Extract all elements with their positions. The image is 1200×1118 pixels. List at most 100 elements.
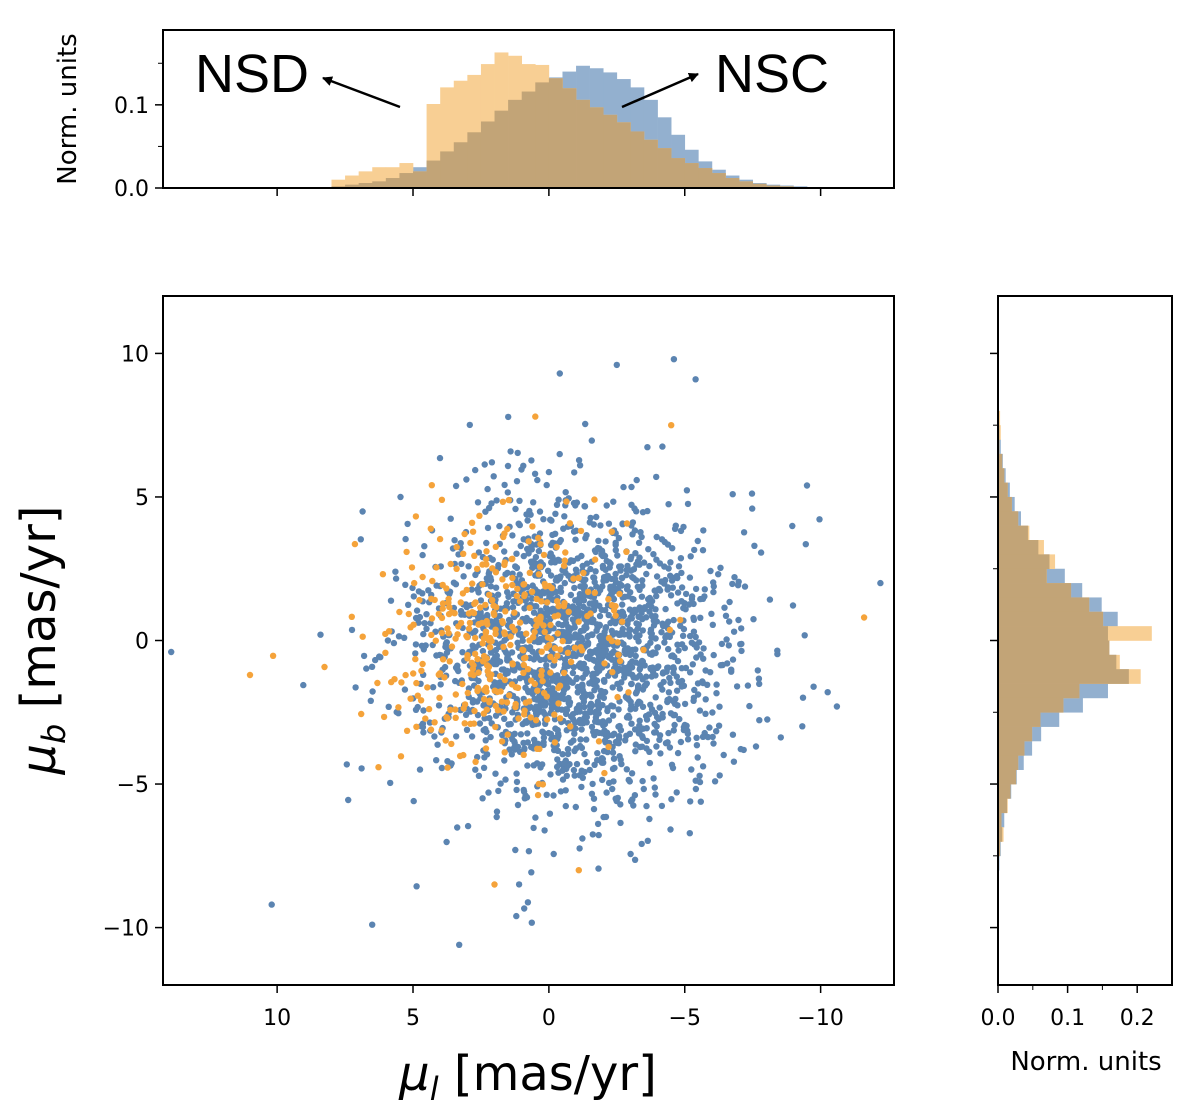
top-bar-overlap [589,107,604,188]
point-nsc [722,612,730,619]
point-nsc [509,532,516,539]
point-nsc [713,690,720,697]
point-nsc [680,625,688,633]
point-nsd [456,752,464,760]
point-nsc [581,750,588,758]
point-nsc [678,665,685,672]
point-nsc [690,628,698,635]
point-nsc [369,688,376,695]
point-nsc [478,613,485,620]
point-nsd [565,608,572,615]
point-nsc [573,611,580,618]
point-nsc [721,604,728,611]
point-nsc [734,582,742,589]
top-bar-overlap [399,173,414,188]
point-nsc [516,675,524,682]
point-nsc [667,679,674,686]
point-nsc [653,743,660,750]
point-nsc [631,606,638,613]
point-nsc [569,616,576,623]
point-nsc [710,740,717,747]
y-tick-label: −5 [117,773,149,798]
point-nsd [500,708,507,715]
point-nsd [529,523,536,530]
point-nsc [479,647,487,655]
point-nsc [635,621,643,628]
point-nsc [706,724,713,731]
point-nsd [504,525,511,533]
point-nsc [675,678,682,686]
point-nsd [403,548,410,556]
point-nsc [443,649,451,656]
point-nsd [348,613,355,620]
point-nsc [437,681,444,688]
point-nsc [777,734,784,741]
point-nsd [479,640,486,647]
right-histogram-ticks: 0.0 0.1 0.2 [981,352,1155,1031]
top-bar-overlap [385,178,400,188]
point-nsc [618,679,625,686]
point-nsc [543,481,550,489]
point-nsc [686,574,694,581]
point-nsc [524,899,532,906]
point-nsc [613,739,621,746]
point-nsc [639,577,646,584]
point-nsc [757,549,765,556]
point-nsd [491,881,498,888]
point-nsc [824,689,831,696]
point-nsc [646,594,653,602]
point-nsd [533,622,540,630]
point-nsc [554,726,561,734]
point-nsc [627,850,634,858]
point-nsd [608,528,615,535]
point-nsc [667,826,674,833]
point-nsc [501,757,508,764]
point-nsc [657,750,664,757]
point-nsc [581,703,588,711]
right-bar-overlap [998,697,1064,713]
top-histogram-bars [331,52,849,188]
point-nsc [738,647,745,655]
point-nsc [507,448,514,455]
point-nsd [532,413,539,420]
point-nsd [472,758,479,765]
point-nsc [550,792,557,799]
point-nsd [587,610,594,617]
point-nsc [387,779,394,787]
top-bar-overlap [467,132,482,188]
point-nsc [702,710,709,717]
point-nsd [405,610,412,618]
point-nsd [439,656,447,663]
point-nsc [521,745,528,752]
point-nsc [597,632,604,640]
point-nsc [802,541,809,548]
point-nsd [520,661,527,669]
point-nsd [484,621,491,628]
point-nsd [492,723,499,731]
right-bar-overlap [998,597,1090,613]
point-nsc [599,688,606,696]
point-nsd [486,697,493,704]
point-nsd [623,520,631,527]
point-nsc [572,597,579,604]
point-nsc [441,663,449,671]
point-nsc [434,741,441,748]
point-nsd [428,482,435,489]
point-nsc [626,730,634,737]
point-nsc [628,720,635,727]
point-nsc [710,651,717,659]
point-nsd [543,693,550,700]
point-nsd [269,652,277,659]
point-nsd [554,612,562,619]
point-nsc [594,624,601,631]
point-nsd [534,687,541,694]
point-nsc [574,555,581,562]
point-nsd [479,561,486,568]
point-nsd [612,612,619,619]
point-nsd [538,648,545,655]
top-bar-overlap [535,82,550,188]
point-nsc [484,613,491,620]
point-nsc [567,591,575,599]
point-nsc [710,579,717,586]
